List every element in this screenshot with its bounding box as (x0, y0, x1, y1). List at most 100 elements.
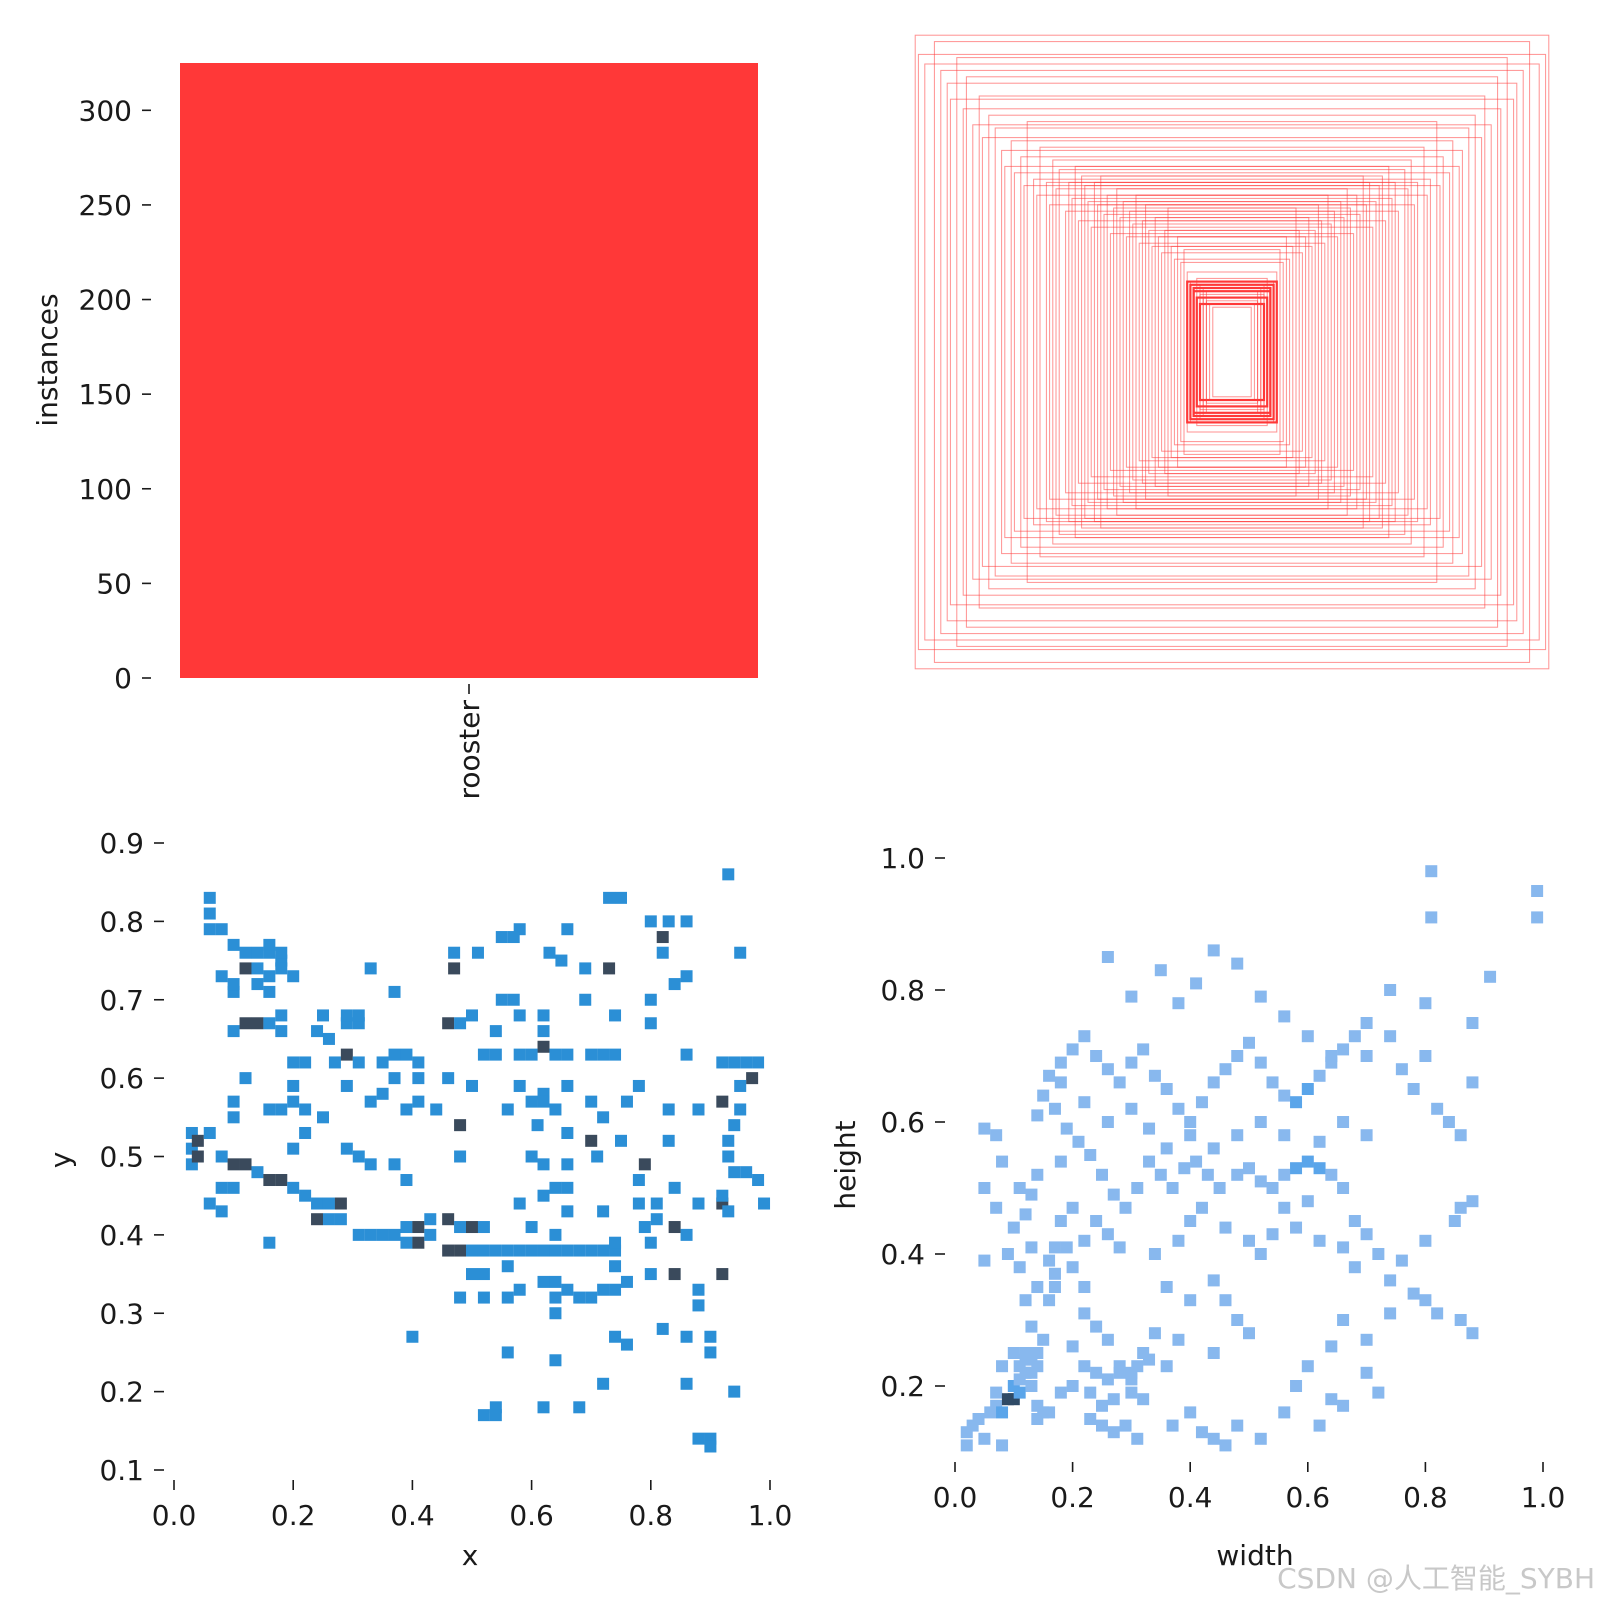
bar-chart-panel: 0 50 100 150 200 250 300 rooster instances (31, 63, 758, 799)
heatmap-cell (388, 1158, 401, 1171)
heatmap-cell (1425, 865, 1438, 878)
bounding-box (1103, 213, 1361, 491)
heatmap-cell (662, 1134, 675, 1147)
heatmap-cell (549, 1048, 562, 1061)
heatmap-cell (1101, 1228, 1114, 1241)
heatmap-cell (1148, 1327, 1161, 1340)
y-tick-label: 250 (79, 189, 132, 222)
heatmap-cell (1166, 1419, 1179, 1432)
heatmap-cell (1143, 1122, 1156, 1135)
heatmap-cell (400, 1103, 413, 1116)
bounding-box (1177, 236, 1287, 468)
heatmap-cell (1466, 1076, 1479, 1089)
heatmap-cell (656, 946, 669, 959)
y-tick-label: 0.5 (99, 1141, 144, 1174)
heatmap-cell (1243, 1327, 1255, 1340)
heatmap-cell (454, 1221, 467, 1234)
bounding-box (1180, 261, 1284, 443)
bounding-box (1141, 220, 1323, 484)
heatmap-cell (1325, 1393, 1338, 1406)
heatmap-cell (1125, 1056, 1138, 1069)
heatmap-cell (1313, 1419, 1326, 1432)
heatmap-cell (227, 978, 240, 991)
heatmap-cell (752, 1056, 765, 1069)
heatmap-cell (1337, 1314, 1350, 1326)
heatmap-cell (1301, 1083, 1314, 1095)
heatmap-cell (668, 1221, 681, 1234)
heatmap-cell (1160, 1142, 1173, 1155)
heatmap-cell (466, 1079, 478, 1092)
heatmap-cell (978, 1254, 991, 1267)
heatmap-cell (537, 1025, 550, 1038)
heatmap-cell (597, 1205, 610, 1218)
heatmap-cell (1384, 1274, 1397, 1287)
bounding-box (1193, 290, 1271, 414)
heatmap-cell (609, 1260, 622, 1273)
heatmap-cell (1131, 1360, 1144, 1373)
heatmap-cell (620, 1338, 633, 1351)
heatmap-cell (334, 1197, 347, 1210)
bounding-box (1084, 185, 1380, 519)
heatmap-cell (322, 1197, 335, 1210)
heatmap-cell (424, 1228, 437, 1241)
heatmap-cell (471, 946, 484, 959)
y-tick-label: 50 (96, 567, 132, 600)
heatmap-cell (352, 1228, 365, 1241)
heatmap-cell (501, 1291, 514, 1304)
heatmap-cell (466, 1244, 478, 1257)
heatmap-cell (477, 1291, 490, 1304)
heatmap-cell (1025, 1380, 1038, 1392)
heatmap-cell (424, 1213, 437, 1226)
heatmap-cell (1360, 1228, 1373, 1241)
heatmap-cell (275, 962, 288, 975)
heatmap-cell (996, 1439, 1009, 1452)
heatmap-cell (1037, 1333, 1050, 1346)
heatmap-cell (978, 1122, 991, 1135)
bounding-box (1097, 204, 1367, 500)
heatmap-cell (1266, 1076, 1279, 1089)
heatmap-cell (537, 1275, 550, 1288)
bounding-box (965, 76, 1499, 628)
y-tick-label: 300 (79, 94, 132, 127)
bounding-box (1167, 207, 1297, 497)
heatmap-cell (489, 1025, 502, 1038)
heatmap-cell (603, 962, 616, 975)
heatmap-cell (412, 1236, 425, 1249)
heatmap-cell (251, 962, 264, 975)
bounding-box (1148, 229, 1316, 475)
heatmap-cell (388, 1228, 401, 1241)
heatmap-cell (495, 931, 508, 944)
bounding-box (1055, 188, 1409, 516)
heatmap-cell (1137, 1043, 1150, 1056)
heatmap-cell (1313, 1069, 1326, 1082)
heatmap-cell (1078, 1281, 1091, 1293)
bar-series (180, 63, 758, 678)
bounding-box (1116, 188, 1348, 516)
heatmap-cell (1054, 1215, 1067, 1227)
heatmap-cell (1119, 1201, 1132, 1214)
heatmap-cell (203, 1197, 216, 1210)
y-axis-label: y (44, 1152, 77, 1169)
heatmap-cell (1195, 1426, 1208, 1439)
bounding-box (1071, 197, 1393, 507)
heatmap-cell (364, 1228, 377, 1241)
heatmap-cell (1113, 1360, 1126, 1373)
bounding-box (1135, 194, 1329, 510)
heatmap-cell (507, 931, 520, 944)
heatmap-cell (322, 1032, 335, 1045)
heatmap-cell (549, 1244, 562, 1257)
heatmap-cell (1243, 1234, 1255, 1247)
heatmap-cell (495, 993, 508, 1006)
heatmap-cell (1372, 1386, 1385, 1399)
bounding-box (962, 108, 1502, 596)
heatmap-cell (489, 1244, 502, 1257)
bounding-box (1106, 194, 1358, 510)
heatmap-cell (549, 1291, 562, 1304)
heatmap-cell (1013, 1261, 1026, 1274)
heatmap-cell (263, 1236, 276, 1249)
box-overlay-panel (914, 34, 1550, 670)
heatmap-cell (728, 1166, 741, 1179)
heatmap-cell (716, 1189, 729, 1202)
heatmap-cell (1301, 1155, 1314, 1168)
heatmap-cell (400, 1048, 413, 1061)
